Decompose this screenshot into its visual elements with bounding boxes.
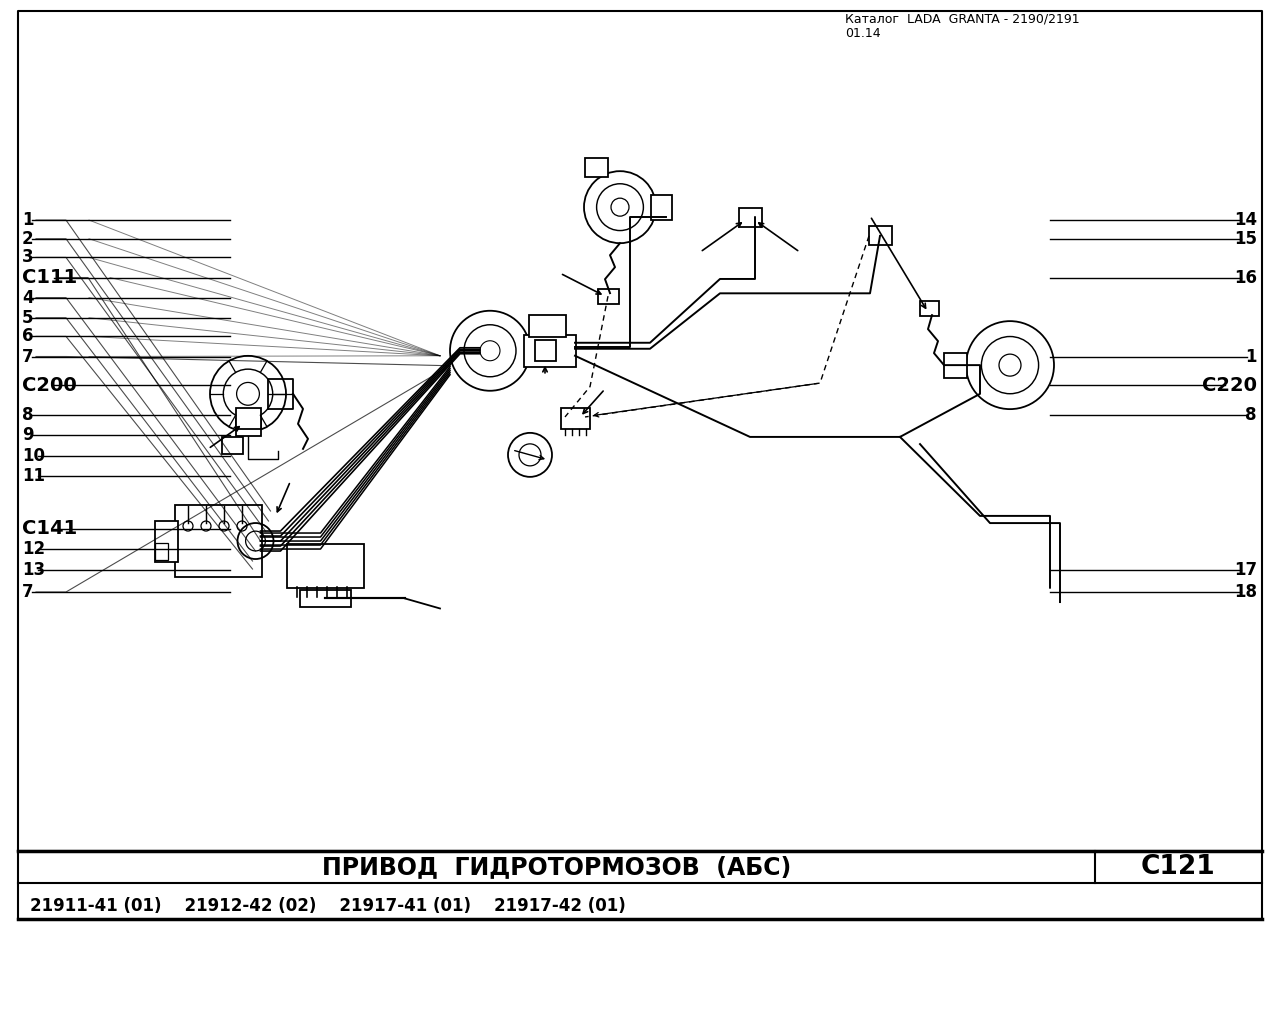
Text: С220: С220	[1202, 376, 1257, 395]
FancyBboxPatch shape	[598, 289, 618, 303]
Text: С200: С200	[22, 376, 77, 395]
Text: 12: 12	[22, 540, 45, 557]
FancyBboxPatch shape	[300, 590, 351, 606]
FancyBboxPatch shape	[561, 408, 590, 430]
Text: 3: 3	[22, 248, 33, 266]
Text: 4: 4	[22, 289, 33, 306]
Text: 8: 8	[1245, 406, 1257, 425]
Text: С111: С111	[22, 269, 77, 287]
FancyBboxPatch shape	[524, 335, 576, 367]
Text: С141: С141	[22, 520, 77, 538]
Text: 10: 10	[22, 446, 45, 465]
FancyBboxPatch shape	[155, 521, 178, 562]
Text: 15: 15	[1234, 230, 1257, 248]
Text: 7: 7	[22, 347, 33, 366]
Text: ПРИВОД  ГИДРОТОРМОЗОВ  (АБС): ПРИВОД ГИДРОТОРМОЗОВ (АБС)	[323, 855, 791, 879]
Text: С121: С121	[1140, 854, 1216, 880]
FancyBboxPatch shape	[585, 157, 608, 177]
Text: 16: 16	[1234, 269, 1257, 287]
Text: 6: 6	[22, 328, 33, 345]
Text: 11: 11	[22, 467, 45, 485]
Text: 21911-41 (01)    21912-42 (02)    21917-41 (01)    21917-42 (01): 21911-41 (01) 21912-42 (02) 21917-41 (01…	[29, 897, 626, 915]
Text: 13: 13	[22, 562, 45, 580]
Text: 7: 7	[22, 583, 33, 601]
FancyBboxPatch shape	[236, 420, 261, 436]
Text: 18: 18	[1234, 583, 1257, 601]
FancyBboxPatch shape	[869, 227, 891, 245]
FancyBboxPatch shape	[155, 542, 168, 560]
FancyBboxPatch shape	[221, 437, 242, 454]
FancyBboxPatch shape	[174, 505, 261, 577]
Text: 8: 8	[22, 406, 33, 425]
FancyBboxPatch shape	[919, 300, 938, 315]
Text: 9: 9	[22, 427, 33, 444]
Text: Каталог  LADA  GRANTA - 2190/2191: Каталог LADA GRANTA - 2190/2191	[845, 13, 1079, 26]
Text: 2: 2	[22, 230, 33, 248]
FancyBboxPatch shape	[943, 352, 966, 378]
Text: 17: 17	[1234, 562, 1257, 580]
FancyBboxPatch shape	[236, 408, 261, 430]
Text: 14: 14	[1234, 211, 1257, 229]
FancyBboxPatch shape	[535, 340, 556, 361]
Text: 01.14: 01.14	[845, 27, 881, 40]
Text: 5: 5	[22, 308, 33, 327]
FancyBboxPatch shape	[739, 207, 762, 227]
FancyBboxPatch shape	[650, 195, 672, 220]
Text: 1: 1	[1245, 347, 1257, 366]
FancyBboxPatch shape	[287, 544, 364, 588]
FancyBboxPatch shape	[529, 314, 566, 337]
Text: 1: 1	[22, 211, 33, 229]
